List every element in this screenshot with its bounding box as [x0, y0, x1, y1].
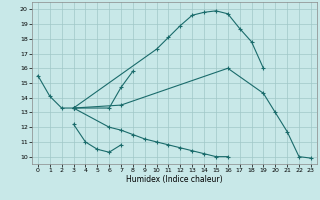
X-axis label: Humidex (Indice chaleur): Humidex (Indice chaleur): [126, 175, 223, 184]
